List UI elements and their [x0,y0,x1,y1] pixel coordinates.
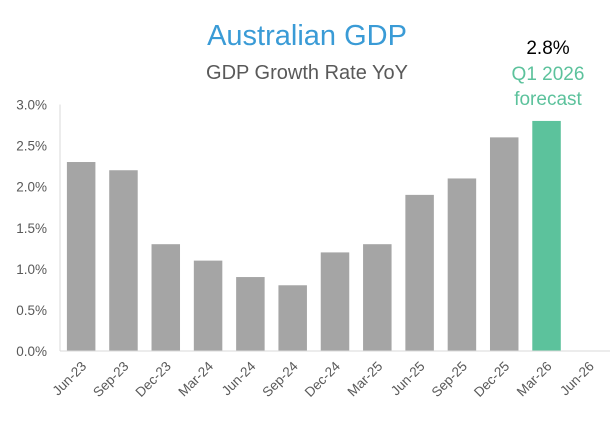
bar-jun-23 [66,162,96,351]
y-tick-label: 1.0% [16,262,47,277]
y-tick-label: 1.5% [16,221,47,236]
x-tick-label: Mar-25 [345,359,386,400]
y-tick-label: 3.0% [16,98,47,113]
x-tick-label: Mar-24 [175,358,216,399]
bar-mar-24 [193,260,223,351]
bar-sep-24 [278,285,307,351]
y-tick-label: 0.5% [16,303,47,318]
x-tick-label: Jun-24 [219,358,259,398]
x-tick-label: Jun-25 [388,359,428,399]
bar-sep-25 [447,178,477,351]
x-tick-label: Dec-25 [471,359,512,400]
chart-title: Australian GDP [207,20,407,52]
bar-dec-24 [320,252,350,351]
bar-jun-24 [236,277,265,351]
bar-sep-23 [109,170,138,351]
y-tick-label: 0.0% [16,344,47,359]
x-tick-label: Jun-26 [557,359,597,399]
x-tick-label: Dec-24 [302,358,344,400]
forecast-label-line2: forecast [514,89,582,110]
bar-mar-26 [532,120,561,351]
x-tick-label: Sep-24 [259,358,301,400]
y-tick-label: 2.0% [16,180,47,195]
bar-dec-25 [489,137,519,351]
bar-dec-23 [151,244,181,351]
chart-subtitle: GDP Growth Rate YoY [206,62,408,84]
forecast-value-label: 2.8% [526,38,570,59]
x-tick-label: Dec-23 [133,359,174,400]
forecast-label-line1: Q1 2026 [511,64,585,85]
x-tick-label: Sep-25 [429,359,470,400]
x-tick-label: Sep-23 [90,359,131,400]
bar-mar-25 [363,244,392,351]
x-tick-label: Jun-23 [49,359,89,399]
y-tick-label: 2.5% [16,139,47,154]
bar-jun-25 [405,194,434,351]
x-tick-label: Mar-26 [514,359,555,400]
